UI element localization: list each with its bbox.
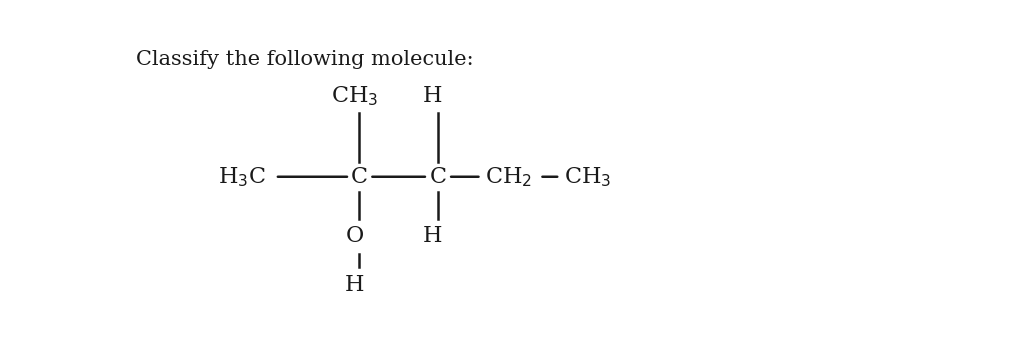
Text: CH$_3$: CH$_3$ (331, 84, 378, 108)
Text: H: H (423, 85, 442, 107)
Text: CH$_3$: CH$_3$ (564, 165, 612, 189)
Text: H$_3$C: H$_3$C (217, 165, 265, 189)
Text: C: C (351, 166, 368, 188)
Text: CH$_2$: CH$_2$ (486, 165, 532, 189)
Text: H: H (423, 225, 442, 247)
Text: C: C (430, 166, 446, 188)
Text: O: O (345, 225, 364, 247)
Text: Classify the following molecule:: Classify the following molecule: (136, 50, 474, 69)
Text: H: H (344, 274, 365, 295)
